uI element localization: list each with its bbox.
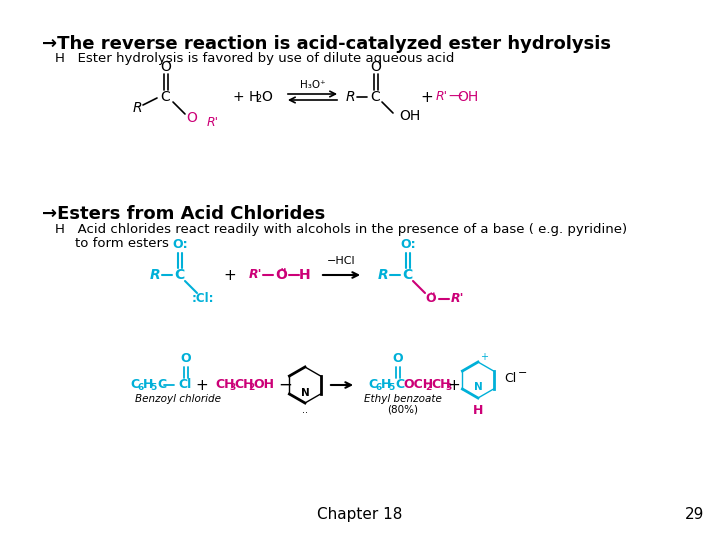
Text: C: C	[174, 268, 184, 282]
Text: O: O	[392, 353, 403, 366]
Text: R: R	[345, 90, 355, 104]
Text: C: C	[160, 90, 170, 104]
Text: H   Acid chlorides react readily with alcohols in the presence of a base ( e.g. : H Acid chlorides react readily with alco…	[55, 223, 627, 236]
Text: Cl: Cl	[504, 372, 516, 384]
Text: →The reverse reaction is acid-catalyzed ester hydrolysis: →The reverse reaction is acid-catalyzed …	[42, 35, 611, 53]
Text: R': R'	[248, 268, 262, 281]
Text: +: +	[224, 267, 236, 282]
Text: H: H	[143, 379, 153, 392]
Text: H₃O⁺: H₃O⁺	[300, 80, 325, 90]
Text: 3: 3	[229, 383, 235, 393]
Text: C: C	[157, 379, 166, 392]
Text: O:: O:	[172, 239, 188, 252]
Text: Ö: Ö	[426, 293, 436, 306]
Text: H: H	[381, 379, 392, 392]
Text: O: O	[261, 90, 272, 104]
Text: CH: CH	[215, 379, 235, 392]
Text: +: +	[480, 352, 488, 362]
Text: +: +	[196, 377, 208, 393]
Text: OH: OH	[253, 379, 274, 392]
Text: Ö: Ö	[275, 268, 287, 282]
Text: 6: 6	[137, 383, 143, 393]
Text: O: O	[161, 60, 171, 74]
Text: −: −	[278, 376, 292, 394]
Text: 3: 3	[445, 383, 451, 393]
Text: C: C	[402, 268, 412, 282]
Text: CH: CH	[234, 379, 253, 392]
Text: 6: 6	[375, 383, 382, 393]
Text: —: —	[448, 90, 462, 104]
Text: H: H	[473, 403, 483, 416]
Text: 2: 2	[248, 383, 254, 393]
Text: CH: CH	[431, 379, 451, 392]
Text: ..: ..	[302, 405, 308, 415]
Text: 5: 5	[150, 383, 156, 393]
Text: R': R'	[436, 91, 448, 104]
Text: Ethyl benzoate: Ethyl benzoate	[364, 394, 442, 404]
Text: OH: OH	[457, 90, 479, 104]
Text: N: N	[301, 388, 310, 398]
Text: N: N	[474, 382, 482, 392]
Text: C: C	[130, 379, 139, 392]
Text: C: C	[395, 379, 404, 392]
Text: −: −	[518, 368, 527, 378]
Text: 29: 29	[685, 507, 705, 522]
Text: + H: + H	[233, 90, 259, 104]
Text: R': R'	[450, 293, 464, 306]
Text: C: C	[370, 90, 380, 104]
Text: O: O	[186, 111, 197, 125]
Text: OCH: OCH	[403, 379, 433, 392]
Text: R': R'	[207, 116, 219, 129]
Text: +: +	[420, 90, 433, 105]
Text: :Cl:: :Cl:	[192, 293, 215, 306]
Text: −HCl: −HCl	[327, 256, 356, 266]
Text: (80%): (80%)	[387, 404, 418, 414]
Text: 5: 5	[388, 383, 395, 393]
Text: R: R	[150, 268, 161, 282]
Text: O:: O:	[400, 239, 416, 252]
Text: R: R	[378, 268, 388, 282]
Text: 2: 2	[255, 94, 261, 104]
Text: +: +	[448, 377, 460, 393]
Text: R: R	[132, 101, 142, 115]
Text: to form esters: to form esters	[75, 237, 169, 250]
Text: OH: OH	[399, 109, 420, 123]
Text: O: O	[181, 353, 192, 366]
Text: 2: 2	[425, 383, 431, 393]
Text: Chapter 18: Chapter 18	[318, 507, 402, 522]
Text: →Esters from Acid Chlorides: →Esters from Acid Chlorides	[42, 205, 325, 223]
Text: Benzoyl chloride: Benzoyl chloride	[135, 394, 221, 404]
Text: H: H	[300, 268, 311, 282]
Text: H   Ester hydrolysis is favored by use of dilute aqueous acid: H Ester hydrolysis is favored by use of …	[55, 52, 454, 65]
Text: C: C	[368, 379, 377, 392]
Text: Cl: Cl	[178, 379, 192, 392]
Text: O: O	[371, 60, 382, 74]
